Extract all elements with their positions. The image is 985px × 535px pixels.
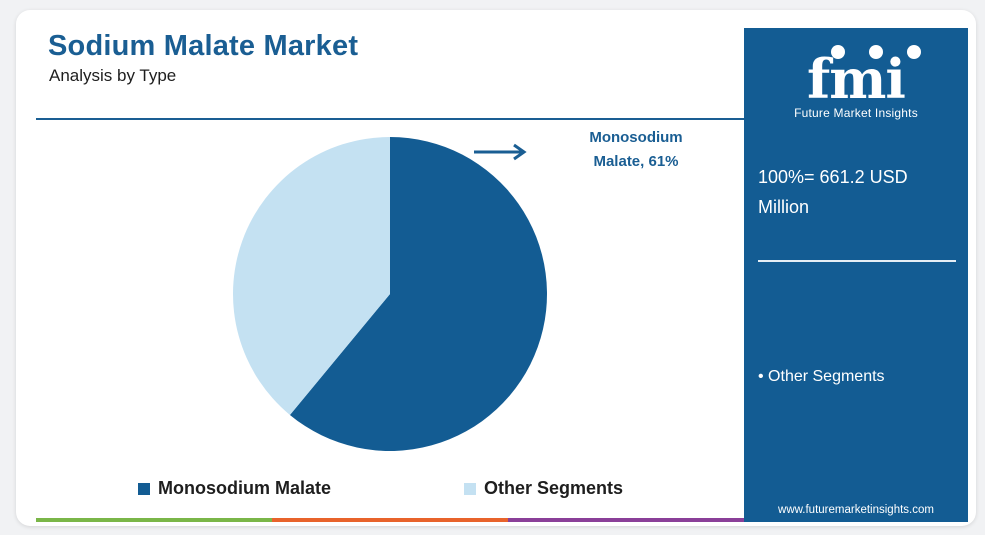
legend-swatch (464, 482, 476, 495)
other-segments-note: • Other Segments (758, 368, 885, 385)
sidebar-panel: fmi Future Market Insights 100%= 661.2 U… (744, 28, 968, 522)
callout-arrow-icon (474, 143, 527, 161)
legend-item-monosodium-malate: Monosodium Malate (138, 478, 331, 499)
fmi-logo: fmi Future Market Insights (776, 42, 936, 120)
chart-title: Sodium Malate Market (48, 30, 359, 62)
annotation-line-2: Malate, 61% (593, 153, 679, 170)
bottom-color-bar (36, 518, 744, 522)
logo-tagline: Future Market Insights (794, 106, 918, 120)
legend-item-other-segments: Other Segments (464, 478, 623, 499)
chart-subtitle: Analysis by Type (49, 66, 177, 85)
chart-card: Sodium Malate Market Analysis by Type Mo… (16, 10, 976, 526)
legend-swatch (138, 482, 150, 495)
annotation-line-1: Monosodium (589, 129, 683, 146)
pie-slice-other-segments (233, 137, 390, 415)
header-divider (36, 118, 744, 120)
bar-segment-purple (508, 518, 744, 522)
bar-segment-green (36, 518, 272, 522)
website-url: www.futuremarketinsights.com (778, 504, 934, 516)
market-total: 100%= 661.2 USD Million (758, 162, 958, 222)
logo-letters: fmi (807, 47, 906, 111)
legend-label: Other Segments (484, 478, 624, 498)
pie-slice-monosodium-malate (289, 137, 547, 451)
total-line-1: 100%= 661.2 USD (758, 167, 908, 187)
bar-segment-orange (272, 518, 508, 522)
logo-dots-icon (831, 45, 921, 59)
slice-annotation: Monosodium Malate, 61% (561, 126, 711, 174)
total-line-2: Million (758, 197, 810, 217)
sidebar-divider (758, 260, 956, 262)
legend-label: Monosodium Malate (158, 478, 332, 498)
pie-chart (233, 137, 547, 451)
